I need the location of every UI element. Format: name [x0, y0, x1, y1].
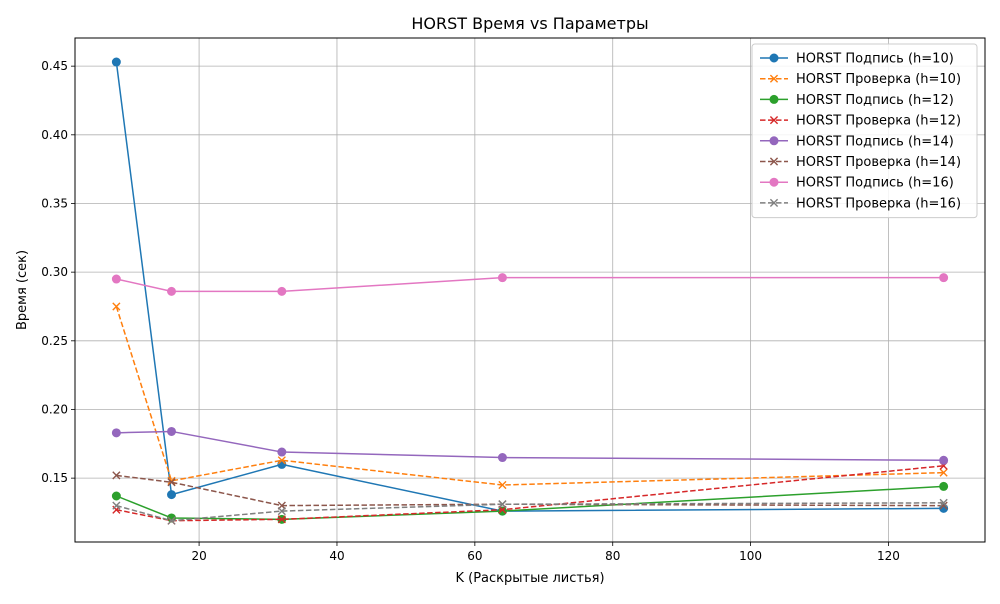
legend-marker [769, 116, 779, 125]
series-8 [112, 498, 948, 525]
legend-marker [769, 74, 779, 83]
y-tick-label: 0.35 [41, 196, 68, 210]
y-tick-label: 0.45 [41, 59, 68, 73]
data-point [497, 273, 507, 283]
series-5 [111, 426, 949, 465]
chart-title: HORST Время vs Параметры [411, 14, 648, 33]
legend-marker [769, 136, 779, 146]
legend-label: HORST Подпись (h=10) [796, 52, 954, 67]
legend-marker [769, 157, 779, 166]
legend-item: HORST Подпись (h=10) [760, 52, 954, 67]
data-point [277, 515, 286, 524]
data-point [111, 491, 121, 501]
legend-item: HORST Подпись (h=14) [760, 134, 954, 149]
data-point [277, 447, 287, 457]
legend: HORST Подпись (h=10) HORST Проверка (h=10… [751, 43, 978, 219]
data-point [112, 471, 121, 480]
data-point [111, 274, 121, 284]
legend-item: HORST Проверка (h=12) [760, 114, 961, 129]
y-tick-label: 0.15 [41, 471, 68, 485]
x-tick-label: 100 [739, 549, 762, 563]
data-point [167, 478, 176, 487]
x-tick-label: 80 [605, 549, 620, 563]
y-tick-label: 0.25 [41, 334, 68, 348]
series-7 [111, 273, 949, 296]
series-line [116, 465, 944, 522]
legend-label: HORST Проверка (h=16) [796, 196, 961, 211]
data-point [112, 302, 121, 311]
legend-label: HORST Проверка (h=14) [796, 155, 961, 170]
legend-item: HORST Проверка (h=16) [760, 196, 961, 211]
series-layer [111, 57, 949, 525]
data-point [939, 503, 949, 513]
series-2 [112, 302, 948, 490]
data-point [497, 506, 507, 516]
data-point [498, 480, 507, 490]
x-tick-label: 40 [329, 549, 344, 563]
data-point [277, 507, 286, 516]
x-axis-label: K (Раскрытые листья) [455, 571, 604, 586]
x-tick-label: 120 [877, 549, 900, 563]
y-tick-label: 0.30 [41, 265, 68, 279]
y-axis-label: Время (сек) [15, 250, 30, 330]
legend-label: HORST Подпись (h=12) [796, 93, 954, 108]
data-point [111, 428, 121, 438]
data-point [497, 453, 507, 463]
data-point [939, 273, 949, 283]
legend-label: HORST Подпись (h=16) [796, 176, 954, 191]
data-point [111, 57, 121, 67]
x-tick-label: 60 [467, 549, 482, 563]
data-point [167, 286, 177, 296]
y-tick-label: 0.40 [41, 128, 68, 142]
legend-marker [769, 198, 779, 207]
legend-label: HORST Подпись (h=14) [796, 134, 954, 149]
data-point [167, 516, 176, 525]
legend-item: HORST Подпись (h=16) [760, 176, 954, 191]
data-point [939, 468, 948, 477]
legend-marker [769, 94, 779, 104]
data-point [277, 459, 287, 469]
x-tick-label: 20 [191, 549, 206, 563]
legend-item: HORST Подпись (h=12) [760, 93, 954, 108]
data-point [112, 501, 121, 510]
data-point [277, 456, 286, 465]
data-point [939, 455, 949, 465]
plot-frame [74, 37, 986, 543]
legend-label: HORST Проверка (h=12) [796, 114, 961, 129]
legend-marker [769, 53, 779, 63]
data-point [167, 426, 177, 436]
legend-label: HORST Проверка (h=10) [796, 72, 961, 87]
series-line [115, 306, 944, 486]
axis-ticks: 20 40 60 80 100 120 0.15 0.20 0.25 0.30 0.35 0.40 0.… [41, 59, 900, 563]
data-point [167, 490, 177, 500]
data-point [277, 286, 287, 296]
y-tick-label: 0.20 [41, 402, 68, 416]
data-point [939, 481, 949, 491]
data-point [939, 498, 948, 507]
legend-item: HORST Проверка (h=10) [760, 72, 961, 87]
data-point [498, 500, 507, 509]
legend-marker [769, 177, 779, 187]
legend-item: HORST Проверка (h=14) [760, 155, 961, 170]
legend-box [751, 43, 978, 219]
